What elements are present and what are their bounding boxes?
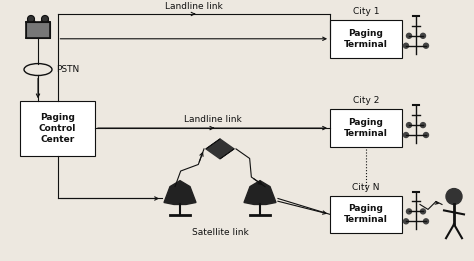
Circle shape: [423, 219, 428, 224]
Circle shape: [446, 189, 462, 204]
Circle shape: [420, 33, 426, 38]
Ellipse shape: [27, 15, 35, 22]
Text: City 2: City 2: [353, 96, 379, 105]
Circle shape: [420, 123, 426, 128]
Circle shape: [420, 209, 426, 214]
Circle shape: [423, 133, 428, 138]
Circle shape: [423, 43, 428, 48]
Polygon shape: [244, 181, 276, 204]
FancyBboxPatch shape: [26, 22, 50, 38]
FancyBboxPatch shape: [330, 195, 402, 233]
FancyBboxPatch shape: [330, 109, 402, 147]
Text: Paging
Terminal: Paging Terminal: [344, 29, 388, 49]
Polygon shape: [206, 139, 220, 159]
Circle shape: [403, 133, 409, 138]
Text: Landline link: Landline link: [183, 115, 241, 124]
Text: City N: City N: [352, 182, 380, 192]
Text: Landline link: Landline link: [165, 2, 223, 11]
Circle shape: [407, 33, 411, 38]
FancyBboxPatch shape: [20, 101, 95, 156]
Text: PSTN: PSTN: [56, 65, 79, 74]
Text: City 1: City 1: [353, 7, 379, 16]
Ellipse shape: [42, 15, 48, 22]
Circle shape: [407, 123, 411, 128]
Circle shape: [403, 219, 409, 224]
Circle shape: [403, 43, 409, 48]
Circle shape: [407, 209, 411, 214]
Text: Satellite link: Satellite link: [191, 228, 248, 237]
Polygon shape: [220, 139, 234, 159]
Text: Paging
Terminal: Paging Terminal: [344, 118, 388, 138]
Ellipse shape: [41, 19, 49, 24]
FancyBboxPatch shape: [330, 20, 402, 58]
Polygon shape: [164, 181, 196, 204]
Ellipse shape: [27, 19, 35, 24]
Text: Paging
Terminal: Paging Terminal: [344, 204, 388, 224]
Text: Paging
Control
Center: Paging Control Center: [39, 113, 76, 144]
